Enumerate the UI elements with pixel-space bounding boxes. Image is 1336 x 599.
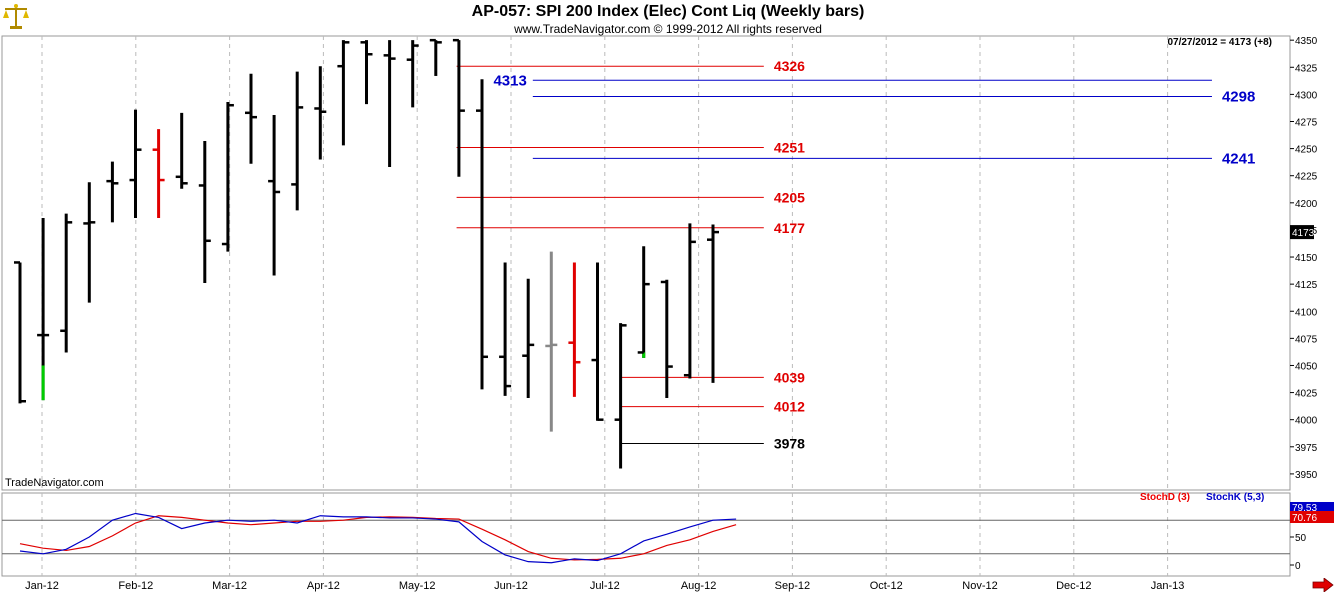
stoch-panel [1, 492, 1291, 577]
y-tick-label: 4250 [1295, 145, 1318, 156]
ohlc-bar [522, 278, 535, 398]
ohlc-bar [545, 251, 558, 432]
y-tick-label: 4225 [1295, 172, 1318, 183]
y-tick-label: 4100 [1295, 307, 1318, 318]
ohlc-bar [129, 109, 142, 218]
ohlc-bar [383, 40, 396, 168]
x-tick-label: Jan-12 [25, 580, 59, 592]
x-tick-label: Aug-12 [681, 580, 716, 592]
ohlc-bar [429, 38, 442, 76]
y-tick-label: 4150 [1295, 253, 1318, 264]
y-tick-label: 4300 [1295, 90, 1318, 101]
ohlc-bar [152, 129, 165, 218]
y-tick-label: 4200 [1295, 199, 1318, 210]
chart-subtitle: www.TradeNavigator.com © 1999-2012 All r… [514, 22, 822, 36]
ohlc-bar [60, 213, 73, 353]
ohlc-bar [14, 261, 26, 404]
ohlc-bar [614, 323, 627, 469]
x-tick-label: May-12 [399, 580, 436, 592]
stochK-value-box [1290, 502, 1334, 513]
y-tick-label: 3950 [1295, 470, 1318, 481]
stochK-value-label: 79.53 [1292, 503, 1317, 514]
x-tick-label: Jul-12 [590, 580, 620, 592]
x-tick-label: Oct-12 [870, 580, 903, 592]
ohlc-bar [291, 71, 304, 211]
watermark: TradeNavigator.com [5, 477, 104, 489]
last-price-box [1290, 225, 1314, 240]
x-tick-label: Sep-12 [775, 580, 810, 592]
ohlc-bar [452, 38, 465, 177]
ohlc-bar [476, 79, 488, 390]
y-tick-label: 4075 [1295, 334, 1318, 345]
y-tick-label: 4350 [1295, 36, 1318, 47]
y-tick-label: 4000 [1295, 416, 1318, 427]
x-tick-label: Jan-13 [1151, 580, 1185, 592]
ohlc-bar [499, 262, 512, 396]
ohlc-bar [360, 40, 373, 105]
ohlc-bar [314, 66, 327, 160]
x-tick-label: Feb-12 [118, 580, 153, 592]
ohlc-bar [660, 279, 673, 398]
ohlc-bar [245, 73, 257, 164]
stoch-y-tick-label: 50 [1295, 533, 1307, 544]
level-label: 4313 [493, 72, 526, 89]
ohlc-bar [106, 161, 119, 223]
chart-title: AP-057: SPI 200 Index (Elec) Cont Liq (W… [471, 3, 865, 20]
ohlc-bar [175, 112, 188, 189]
y-tick-label: 4275 [1295, 117, 1318, 128]
last-price-label: 4173 [1292, 228, 1315, 239]
price-panel [1, 35, 1291, 491]
ohlc-bar [221, 101, 234, 252]
scales-logo-icon[interactable] [2, 2, 30, 32]
ohlc-bar [37, 218, 50, 401]
y-tick-label: 4050 [1295, 361, 1318, 372]
level-label: 4177 [774, 220, 805, 236]
stoch-y-tick-label: 0 [1295, 561, 1301, 572]
y-tick-label: 3975 [1295, 443, 1318, 454]
level-label: 4241 [1222, 150, 1255, 167]
ohlc-bar [406, 40, 419, 108]
x-tick-label: Jun-12 [494, 580, 528, 592]
last-price-info: 07/27/2012 = 4173 (+8) [1167, 37, 1272, 48]
ohlc-bar [707, 224, 719, 383]
x-tick-label: Mar-12 [212, 580, 247, 592]
ohlc-bar [83, 182, 96, 303]
ohlc-bar [637, 246, 650, 358]
x-tick-label: Dec-12 [1056, 580, 1091, 592]
y-tick-label: 4125 [1295, 280, 1318, 291]
ohlc-bar [337, 40, 350, 146]
ohlc-bar [268, 114, 281, 276]
stochD-value-box [1290, 511, 1334, 523]
level-label: 4205 [774, 189, 805, 205]
level-label: 4012 [774, 399, 805, 415]
level-label: 4251 [774, 140, 805, 156]
ohlc-bar [683, 223, 696, 379]
legend-stochD: StochD (3) [1140, 492, 1190, 503]
x-tick-label: Nov-12 [962, 580, 997, 592]
level-label: 4298 [1222, 89, 1255, 106]
ohlc-bar [568, 262, 581, 397]
y-tick-label: 4325 [1295, 63, 1318, 74]
level-label: 3978 [774, 436, 805, 452]
level-label: 4326 [774, 58, 805, 74]
x-tick-label: Apr-12 [307, 580, 340, 592]
stochK-line [19, 512, 737, 564]
legend-stochK: StochK (5,3) [1206, 492, 1265, 503]
ohlc-bar [198, 141, 211, 284]
right-arrow-icon[interactable] [1312, 577, 1334, 593]
ohlc-bar [591, 262, 604, 421]
level-label: 4039 [774, 369, 805, 385]
stochD-value-label: 70.76 [1292, 513, 1317, 524]
y-tick-label: 4025 [1295, 389, 1318, 400]
